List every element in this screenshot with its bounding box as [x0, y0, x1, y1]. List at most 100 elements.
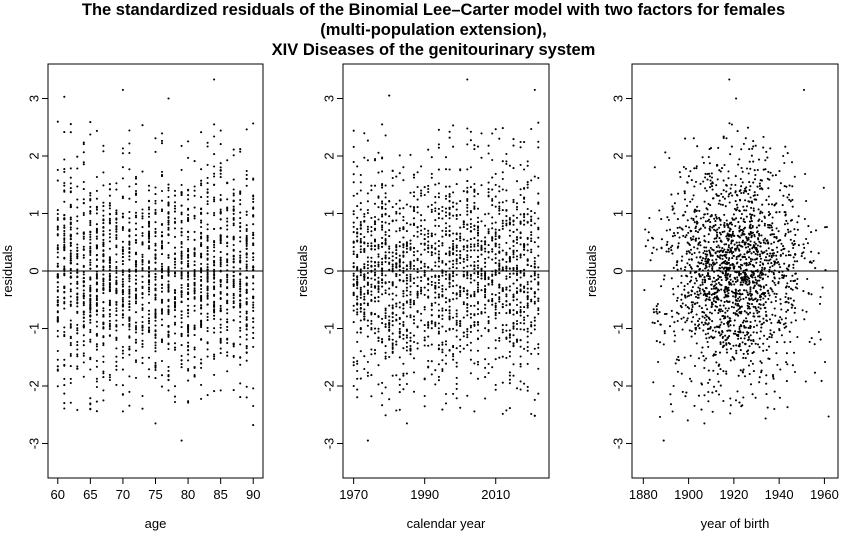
data-point — [736, 279, 739, 283]
data-point — [455, 323, 458, 326]
data-point — [115, 290, 118, 293]
data-point — [141, 217, 144, 220]
data-point — [187, 256, 190, 259]
data-point — [434, 323, 437, 326]
data-point — [427, 148, 430, 151]
data-point — [102, 280, 105, 283]
data-point — [245, 328, 248, 331]
data-point — [747, 283, 751, 286]
data-point — [448, 298, 451, 301]
data-point — [95, 345, 98, 348]
data-point — [409, 248, 412, 251]
data-point — [381, 170, 384, 173]
data-point — [437, 278, 440, 282]
data-point — [420, 165, 423, 168]
data-point — [416, 310, 419, 314]
data-point — [377, 245, 380, 248]
data-point — [167, 241, 170, 244]
data-point — [505, 295, 508, 298]
data-point — [758, 381, 761, 384]
data-point — [752, 145, 755, 148]
data-point — [437, 303, 440, 306]
data-point — [147, 290, 151, 293]
data-point — [787, 301, 790, 304]
data-point — [487, 228, 490, 231]
data-point — [352, 361, 355, 364]
data-point — [519, 220, 522, 223]
data-point — [671, 235, 674, 238]
data-point — [154, 350, 157, 353]
data-point — [180, 271, 183, 274]
data-point — [810, 250, 813, 253]
data-point — [508, 255, 511, 258]
data-point — [515, 339, 519, 342]
data-point — [239, 211, 242, 214]
data-point — [373, 261, 377, 264]
data-point — [69, 223, 72, 226]
data-point — [749, 263, 752, 266]
data-point — [754, 278, 757, 281]
data-point — [63, 226, 66, 229]
data-point — [743, 253, 746, 256]
data-point — [115, 314, 118, 317]
data-point — [530, 287, 533, 290]
data-point — [200, 262, 203, 265]
data-point — [494, 304, 497, 307]
data-point — [515, 270, 519, 273]
data-point — [416, 292, 419, 295]
data-point — [391, 169, 394, 173]
data-point — [180, 286, 183, 289]
data-point — [721, 203, 724, 206]
data-point — [658, 209, 661, 212]
data-point — [232, 205, 235, 208]
data-point — [359, 291, 362, 294]
data-point — [147, 222, 151, 225]
data-point — [448, 309, 451, 312]
data-point — [363, 355, 366, 358]
data-point — [102, 150, 105, 153]
data-point — [455, 297, 458, 300]
data-point — [746, 293, 749, 296]
data-point — [469, 186, 472, 189]
data-point — [89, 261, 92, 264]
data-point — [427, 321, 430, 324]
data-point — [213, 273, 216, 276]
data-point — [219, 331, 222, 334]
data-point — [391, 342, 394, 345]
data-point — [219, 352, 222, 355]
data-point — [519, 365, 522, 368]
data-point — [245, 184, 248, 187]
data-point — [154, 257, 157, 260]
data-point — [402, 166, 405, 169]
data-point — [134, 287, 138, 290]
data-point — [743, 310, 746, 313]
data-point — [775, 254, 778, 257]
data-point — [141, 332, 144, 335]
data-point — [734, 280, 737, 283]
data-point — [89, 368, 92, 371]
data-point — [676, 268, 679, 271]
data-point — [519, 163, 522, 166]
data-point — [747, 236, 750, 239]
data-point — [359, 220, 362, 224]
data-point — [756, 168, 759, 172]
data-point — [121, 197, 124, 200]
data-point — [494, 221, 497, 224]
data-point — [805, 237, 808, 241]
data-point — [466, 394, 469, 397]
data-point — [505, 304, 508, 307]
data-point — [356, 232, 359, 235]
data-point — [366, 304, 369, 307]
data-point — [487, 300, 490, 303]
data-point — [370, 328, 373, 331]
data-point — [69, 228, 72, 231]
data-point — [810, 337, 813, 340]
data-point — [187, 235, 190, 238]
data-point — [494, 228, 497, 231]
data-point — [82, 141, 85, 144]
data-point — [677, 192, 680, 195]
data-point — [430, 176, 433, 179]
data-point — [89, 293, 92, 297]
data-point — [160, 189, 164, 193]
data-point — [359, 248, 362, 251]
